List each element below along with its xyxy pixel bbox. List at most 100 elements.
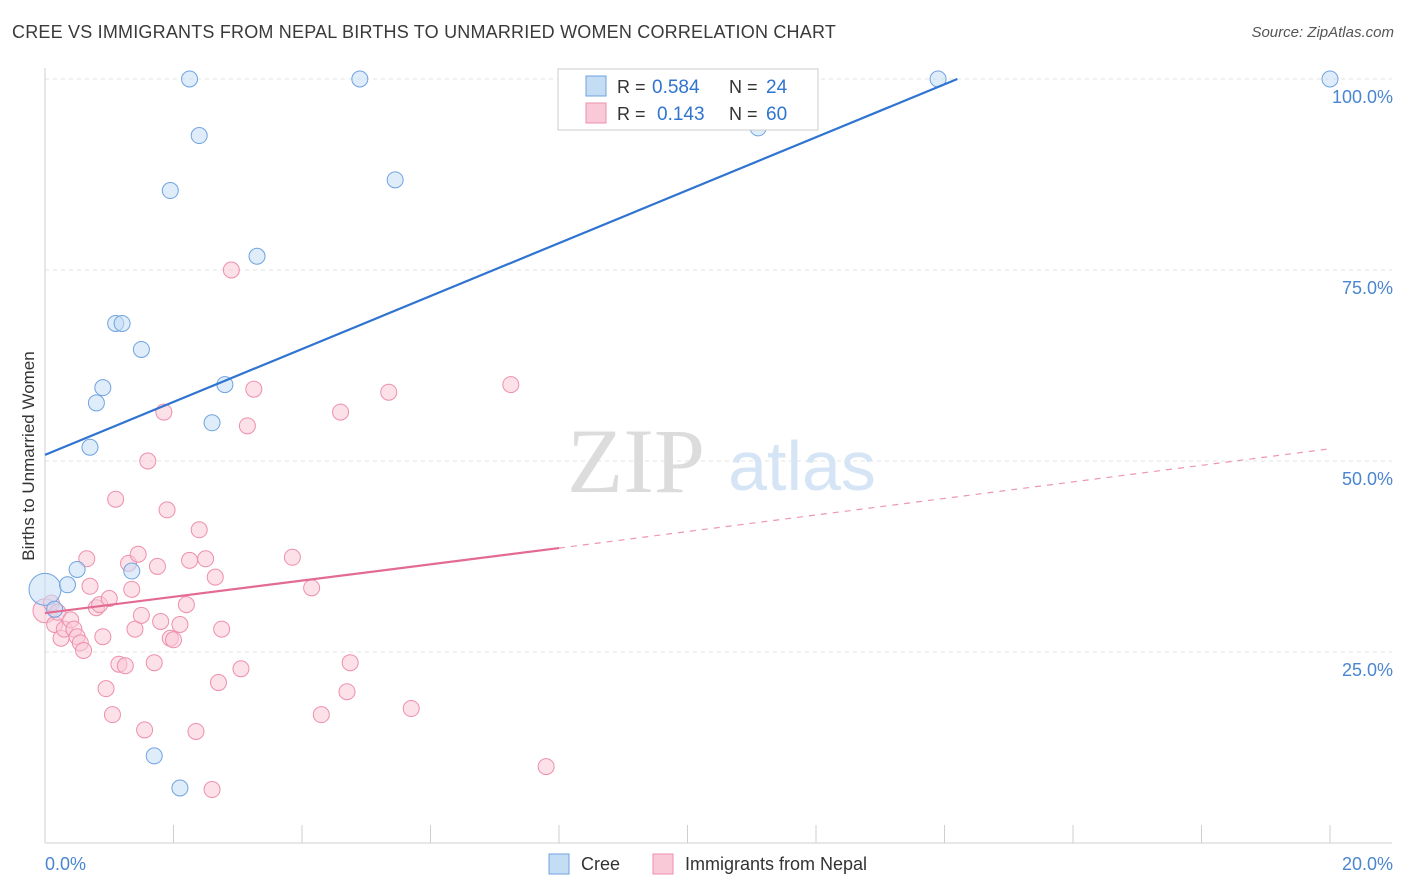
cree-point [132,340,150,358]
axes [44,68,1392,844]
nepal-swatch [585,102,607,124]
legend-nepal-swatch [652,853,674,875]
cree-point [181,70,199,88]
nepal-point [197,550,215,568]
cree-point [248,247,266,265]
nepal-point [213,620,231,638]
cree-point [161,182,179,200]
nepal-point [148,557,166,575]
nepal-point [190,521,208,539]
nepal-point [116,657,134,675]
cree-point [351,70,369,88]
nepal-points [32,261,555,799]
nepal-point [238,417,256,435]
nepal-point [177,596,195,614]
nepal-n-value: 60 [766,104,787,125]
nepal-point [187,722,205,740]
nepal-trend-line [44,547,560,615]
nepal-point [81,577,99,595]
chart-source: Source: ZipAtlas.com [1251,24,1394,41]
nepal-point [502,376,520,394]
cree-point [28,572,62,606]
nepal-r-label: R = [617,104,646,124]
cree-r-label: R = [617,77,646,97]
nepal-point [145,654,163,672]
nepal-point [100,590,118,608]
nepal-point [303,579,321,597]
nepal-point [209,674,227,692]
y-tick-label: 75.0% [1342,278,1393,298]
nepal-point [206,568,224,586]
nepal-point [203,781,221,799]
y-tick-label: 25.0% [1342,660,1393,680]
legend-cree-swatch [548,853,570,875]
legend-nepal-label: Immigrants from Nepal [685,854,867,874]
cree-point [68,560,86,578]
nepal-point [97,680,115,698]
nepal-point [158,501,176,519]
nepal-point [136,721,154,739]
nepal-point [129,545,147,563]
nepal-trend-extension [558,448,1331,549]
nepal-r-value: 0.143 [657,104,705,125]
grid [45,78,1392,653]
nepal-point [126,620,144,638]
series-legend: Cree Immigrants from Nepal [548,853,867,875]
x-tick-label: 20.0% [1342,854,1393,874]
nepal-point [78,550,96,568]
cree-n-value: 24 [766,77,788,98]
cree-point [58,576,76,594]
nepal-point [123,580,141,598]
watermark: ZIP atlas [567,410,876,512]
nepal-point [338,683,356,701]
y-tick-labels: 25.0% 50.0% 75.0% 100.0% [1332,87,1393,680]
cree-point [87,394,105,412]
nepal-point [245,380,263,398]
nepal-point [152,612,170,630]
nepal-point [139,452,157,470]
nepal-point [94,628,112,646]
stats-legend: R = 0.584 N = 24 R = 0.143 N = 60 [557,68,819,131]
nepal-point [232,660,250,678]
nepal-point [402,700,420,718]
x-tick-labels: 0.0% 20.0% [45,854,1393,874]
cree-trend-line [44,77,958,456]
trend-lines [44,77,1331,615]
cree-point [94,379,112,397]
nepal-point [312,706,330,724]
chart-title: CREE VS IMMIGRANTS FROM NEPAL BIRTHS TO … [12,22,837,42]
cree-point [190,127,208,145]
nepal-n-label: N = [729,104,758,124]
y-axis-label: Births to Unmarried Women [19,351,38,560]
cree-swatch [585,75,607,97]
nepal-point [75,641,93,659]
cree-point [46,600,64,618]
nepal-point [332,403,350,421]
cree-point [1321,70,1339,88]
cree-point [203,414,221,432]
nepal-point [537,758,555,776]
cree-point [145,747,163,765]
nepal-point [222,261,240,279]
cree-point [113,314,131,332]
nepal-point [181,551,199,569]
cree-r-value: 0.584 [652,77,700,98]
nepal-point [283,548,301,566]
cree-point [123,562,141,580]
nepal-point [107,490,125,508]
cree-n-label: N = [729,77,758,97]
nepal-point [380,383,398,401]
nepal-point [171,615,189,633]
cree-point [81,438,99,456]
cree-point [171,779,189,797]
y-tick-label: 50.0% [1342,469,1393,489]
legend-cree-label: Cree [581,854,620,874]
watermark-atlas: atlas [728,427,876,505]
x-tick-label: 0.0% [45,854,86,874]
nepal-point [132,606,150,624]
nepal-point [341,654,359,672]
y-tick-label: 100.0% [1332,87,1393,107]
nepal-point [103,706,121,724]
cree-point [386,171,404,189]
